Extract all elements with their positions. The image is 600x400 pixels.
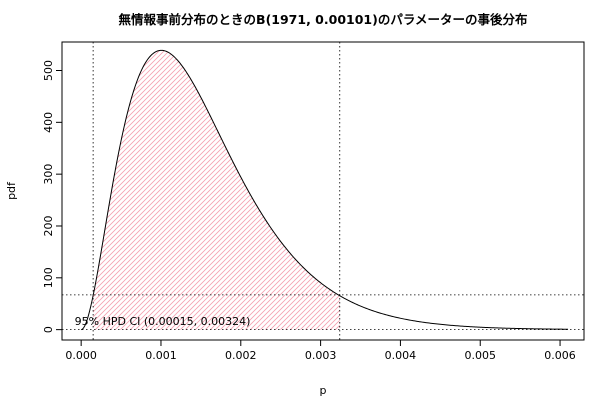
x-tick-label: 0.001 bbox=[145, 349, 177, 362]
x-tick-label: 0.005 bbox=[464, 349, 496, 362]
y-axis: 0 100 200 300 400 500 bbox=[42, 60, 63, 333]
plot-area bbox=[62, 42, 584, 340]
y-tick-label: 200 bbox=[42, 215, 55, 236]
hpd-region bbox=[93, 50, 340, 330]
y-tick-label: 500 bbox=[42, 60, 55, 81]
x-tick-label: 0.006 bbox=[544, 349, 576, 362]
x-axis-label: p bbox=[320, 384, 327, 397]
x-tick-label: 0.000 bbox=[65, 349, 97, 362]
chart-title: 無情報事前分布のときのB(1971, 0.00101)のパラメーターの事後分布 bbox=[119, 12, 528, 27]
y-tick-label: 0 bbox=[42, 326, 55, 333]
y-tick-label: 100 bbox=[42, 267, 55, 288]
density-curve bbox=[80, 49, 569, 331]
hpd-annotation: 95% HPD CI (0.00015, 0.00324) bbox=[75, 315, 251, 328]
x-tick-label: 0.003 bbox=[305, 349, 337, 362]
y-tick-label: 300 bbox=[42, 164, 55, 185]
x-axis: 0.000 0.001 0.002 0.003 0.004 0.005 0.006 bbox=[65, 339, 576, 362]
y-tick-label: 400 bbox=[42, 112, 55, 133]
x-tick-label: 0.004 bbox=[385, 349, 417, 362]
y-axis-label: pdf bbox=[5, 181, 18, 200]
x-tick-label: 0.002 bbox=[225, 349, 257, 362]
